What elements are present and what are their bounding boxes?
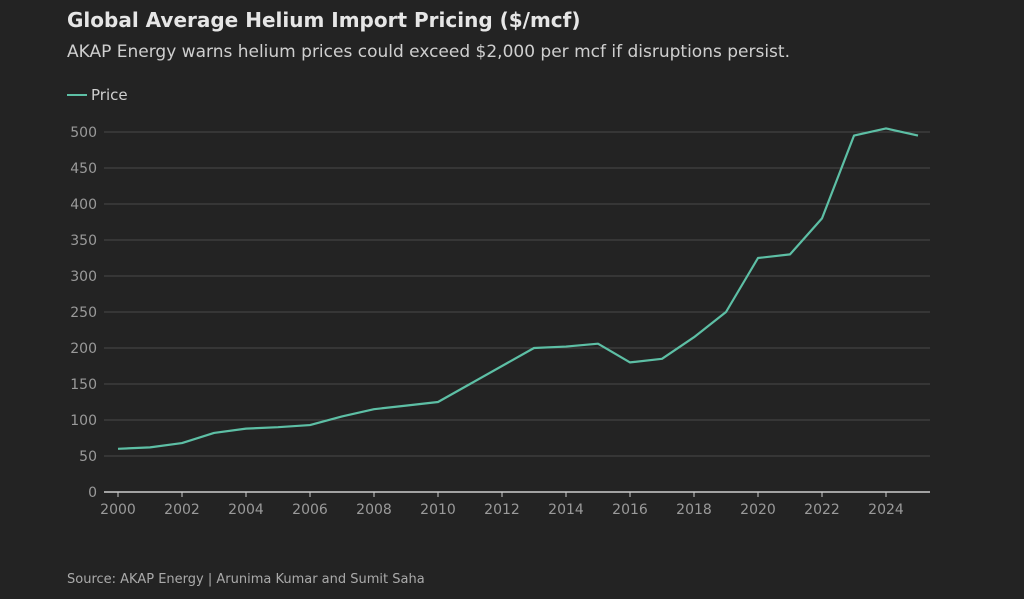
y-tick-label: 150 bbox=[70, 377, 97, 393]
chart-title: Global Average Helium Import Pricing ($/… bbox=[67, 8, 581, 32]
source-note: Source: AKAP Energy | Arunima Kumar and … bbox=[67, 572, 425, 587]
x-tick-label: 2004 bbox=[228, 502, 264, 518]
y-tick-label: 0 bbox=[88, 485, 97, 501]
y-tick-label: 100 bbox=[70, 413, 97, 429]
x-tick-label: 2018 bbox=[676, 502, 712, 518]
legend-swatch bbox=[67, 94, 87, 96]
x-tick-label: 2012 bbox=[484, 502, 520, 518]
x-tick-label: 2008 bbox=[356, 502, 392, 518]
x-tick-label: 2002 bbox=[164, 502, 200, 518]
y-tick-label: 200 bbox=[70, 341, 97, 357]
y-tick-label: 50 bbox=[79, 449, 97, 465]
x-tick-label: 2000 bbox=[100, 502, 136, 518]
legend: Price bbox=[67, 86, 128, 104]
x-tick-label: 2024 bbox=[868, 502, 904, 518]
price-line bbox=[117, 127, 919, 450]
x-tick-label: 2020 bbox=[740, 502, 776, 518]
y-tick-label: 300 bbox=[70, 269, 97, 285]
chart-subtitle: AKAP Energy warns helium prices could ex… bbox=[67, 42, 790, 62]
x-tick-label: 2016 bbox=[612, 502, 648, 518]
y-tick-label: 250 bbox=[70, 305, 97, 321]
x-tick-label: 2022 bbox=[804, 502, 840, 518]
x-tick-label: 2010 bbox=[420, 502, 456, 518]
x-tick-label: 2014 bbox=[548, 502, 584, 518]
y-tick-label: 400 bbox=[70, 197, 97, 213]
x-tick-label: 2006 bbox=[292, 502, 328, 518]
legend-label: Price bbox=[91, 86, 128, 104]
y-tick-label: 500 bbox=[70, 125, 97, 141]
y-tick-label: 450 bbox=[70, 161, 97, 177]
y-tick-label: 350 bbox=[70, 233, 97, 249]
